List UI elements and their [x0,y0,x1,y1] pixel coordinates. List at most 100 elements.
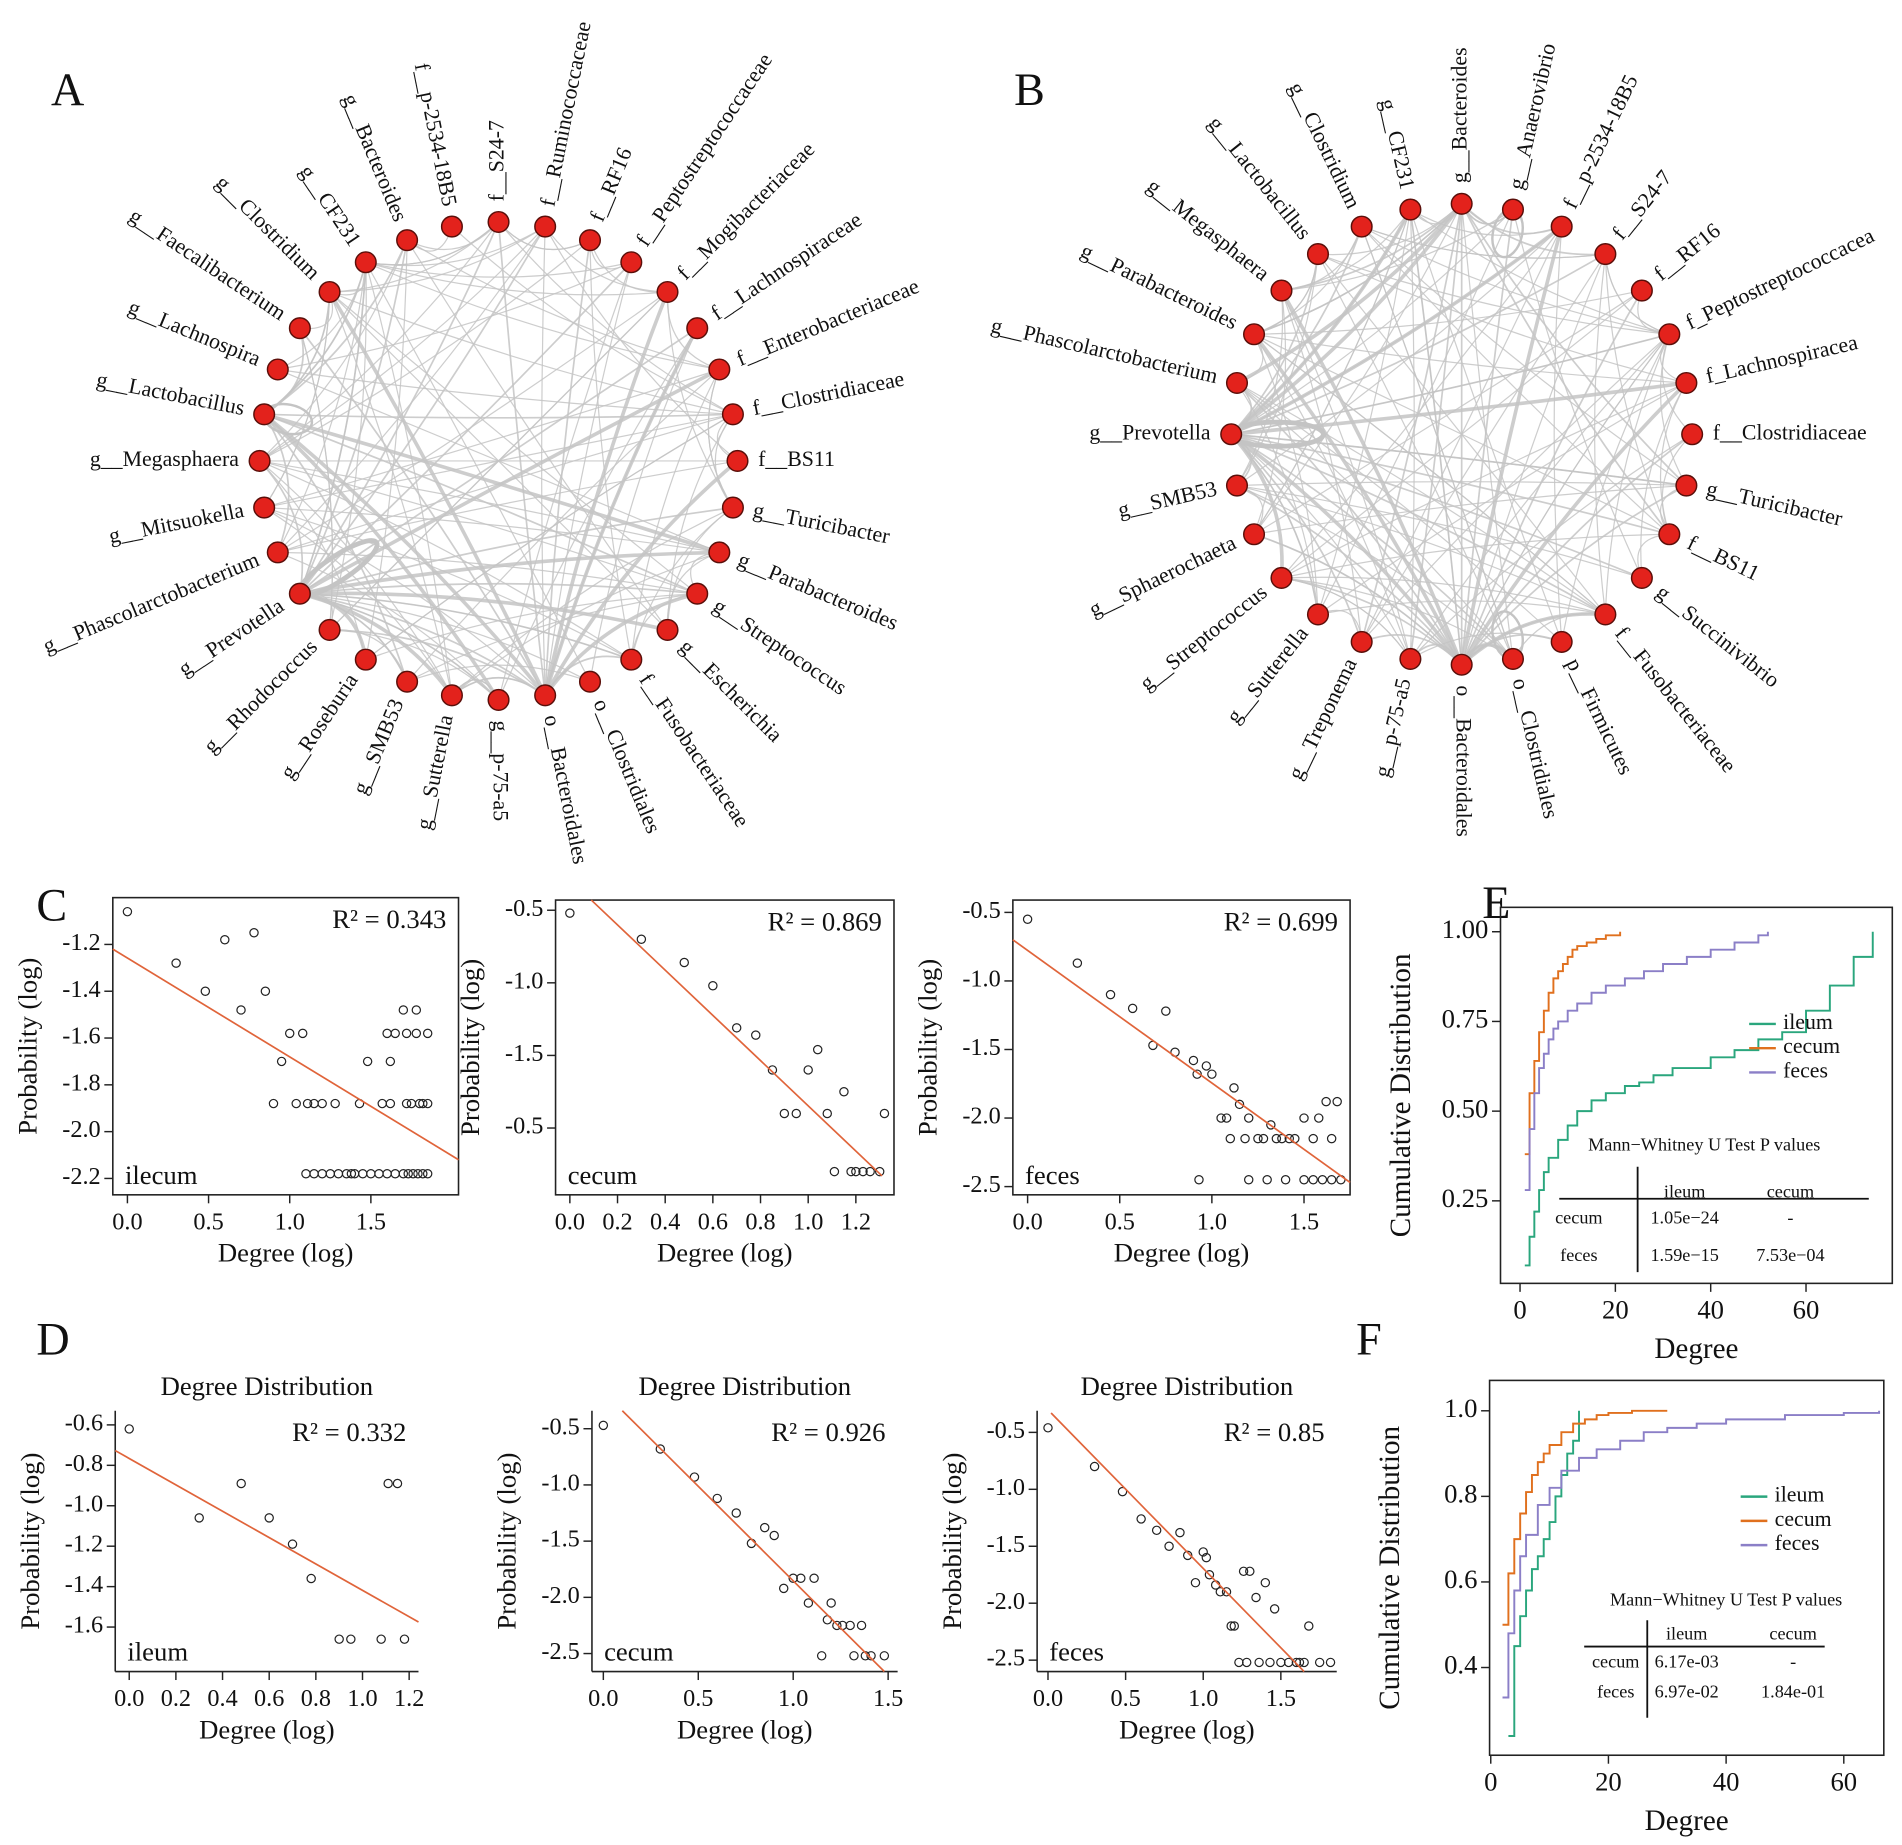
point [679,957,689,968]
point [1317,1175,1328,1185]
point [839,1086,849,1097]
point [418,1169,428,1179]
group-label: cecum [604,1637,674,1667]
point [422,1169,433,1179]
point [1201,1552,1212,1563]
edge [365,413,734,661]
x-axis-label: Degree [1654,1333,1738,1365]
point [1326,1175,1337,1185]
node-label: g__Turicibacter [1704,477,1845,531]
node [1501,198,1525,221]
node [1220,423,1243,446]
x-tick-label: 0.5 [683,1685,713,1712]
edge [1461,253,1606,665]
fit-line [112,948,459,1161]
point [803,1065,813,1075]
x-tick-label: 0.0 [112,1208,142,1235]
node [578,229,602,252]
edge [1230,253,1319,435]
point [829,1166,840,1177]
point [851,1166,861,1177]
edge [1280,290,1363,642]
edge [259,239,408,462]
edge [263,413,698,595]
edge [299,592,546,697]
x-tick-label: 0.5 [1110,1685,1140,1712]
point [1245,1566,1255,1577]
node-label: o__Bacteroidales [1452,685,1476,837]
y-tick-label: -1.6 [65,1612,103,1639]
edge [263,291,331,508]
point [1253,1133,1263,1144]
y-tick-label: -1.0 [541,1469,579,1496]
edge [451,226,734,415]
edge [1230,432,1464,666]
point [565,908,575,918]
node-label: g__Sutterella [1222,622,1314,728]
edge [1561,333,1670,643]
x-tick-label: 1.0 [1197,1208,1227,1235]
node [266,541,289,564]
edge [329,291,734,415]
edge [1236,382,1514,660]
panel-label: D [36,1314,69,1365]
point [374,1169,384,1179]
edge [1281,577,1463,666]
edge [1236,382,1319,615]
point [418,1098,428,1109]
edge [1460,203,1670,535]
node [248,449,271,472]
edge [365,221,499,266]
point [398,1169,409,1179]
point [1234,1099,1245,1110]
edge [1230,433,1363,643]
edge [589,240,632,660]
table-header: cecum [1767,1181,1814,1201]
node-label: f__p-2534-18B5 [410,61,462,208]
node [1399,198,1422,221]
edge [1459,226,1564,666]
x-tick-label: 1.5 [356,1208,386,1235]
edge [263,412,547,697]
node [1225,474,1249,497]
node-label: g__Anaerovibrio [1504,41,1561,192]
point [408,1169,418,1179]
point [249,928,259,938]
edge [1409,209,1463,665]
annotation: R² = 0.343 [332,904,446,934]
edge [299,226,546,595]
point [422,1098,433,1109]
y-tick-label: -1.0 [65,1490,103,1517]
point [333,1169,344,1179]
node [288,317,311,340]
point [341,1169,352,1179]
edge [1361,226,1670,535]
x-tick-label: 0.5 [1105,1208,1135,1235]
y-axis-label: Cumulative Distribution [1374,1425,1406,1709]
edge [1640,382,1687,579]
edge [543,459,739,697]
panel-label: F [1356,1314,1382,1365]
legend-label: ileum [1783,1010,1833,1034]
edge [498,221,591,251]
edge [1593,254,1606,615]
x-tick-label: 20 [1595,1766,1622,1796]
node [726,449,749,472]
edge [299,327,546,696]
point [809,1573,819,1583]
edge [329,226,546,293]
node-label: g__p-75-a5 [489,721,513,822]
node-label: g__Sphaerochaeta [1085,530,1240,621]
y-tick-label: -0.5 [962,897,1000,924]
point [791,1108,802,1119]
edge [1230,209,1514,435]
point [1182,1550,1193,1561]
node [288,582,311,605]
edge [1460,381,1688,666]
edge [1460,209,1514,665]
point [392,1478,403,1489]
node-label: g__CF231 [295,161,366,251]
edge [543,327,699,696]
table-cell: 6.97e-02 [1655,1682,1719,1702]
point [708,980,718,991]
